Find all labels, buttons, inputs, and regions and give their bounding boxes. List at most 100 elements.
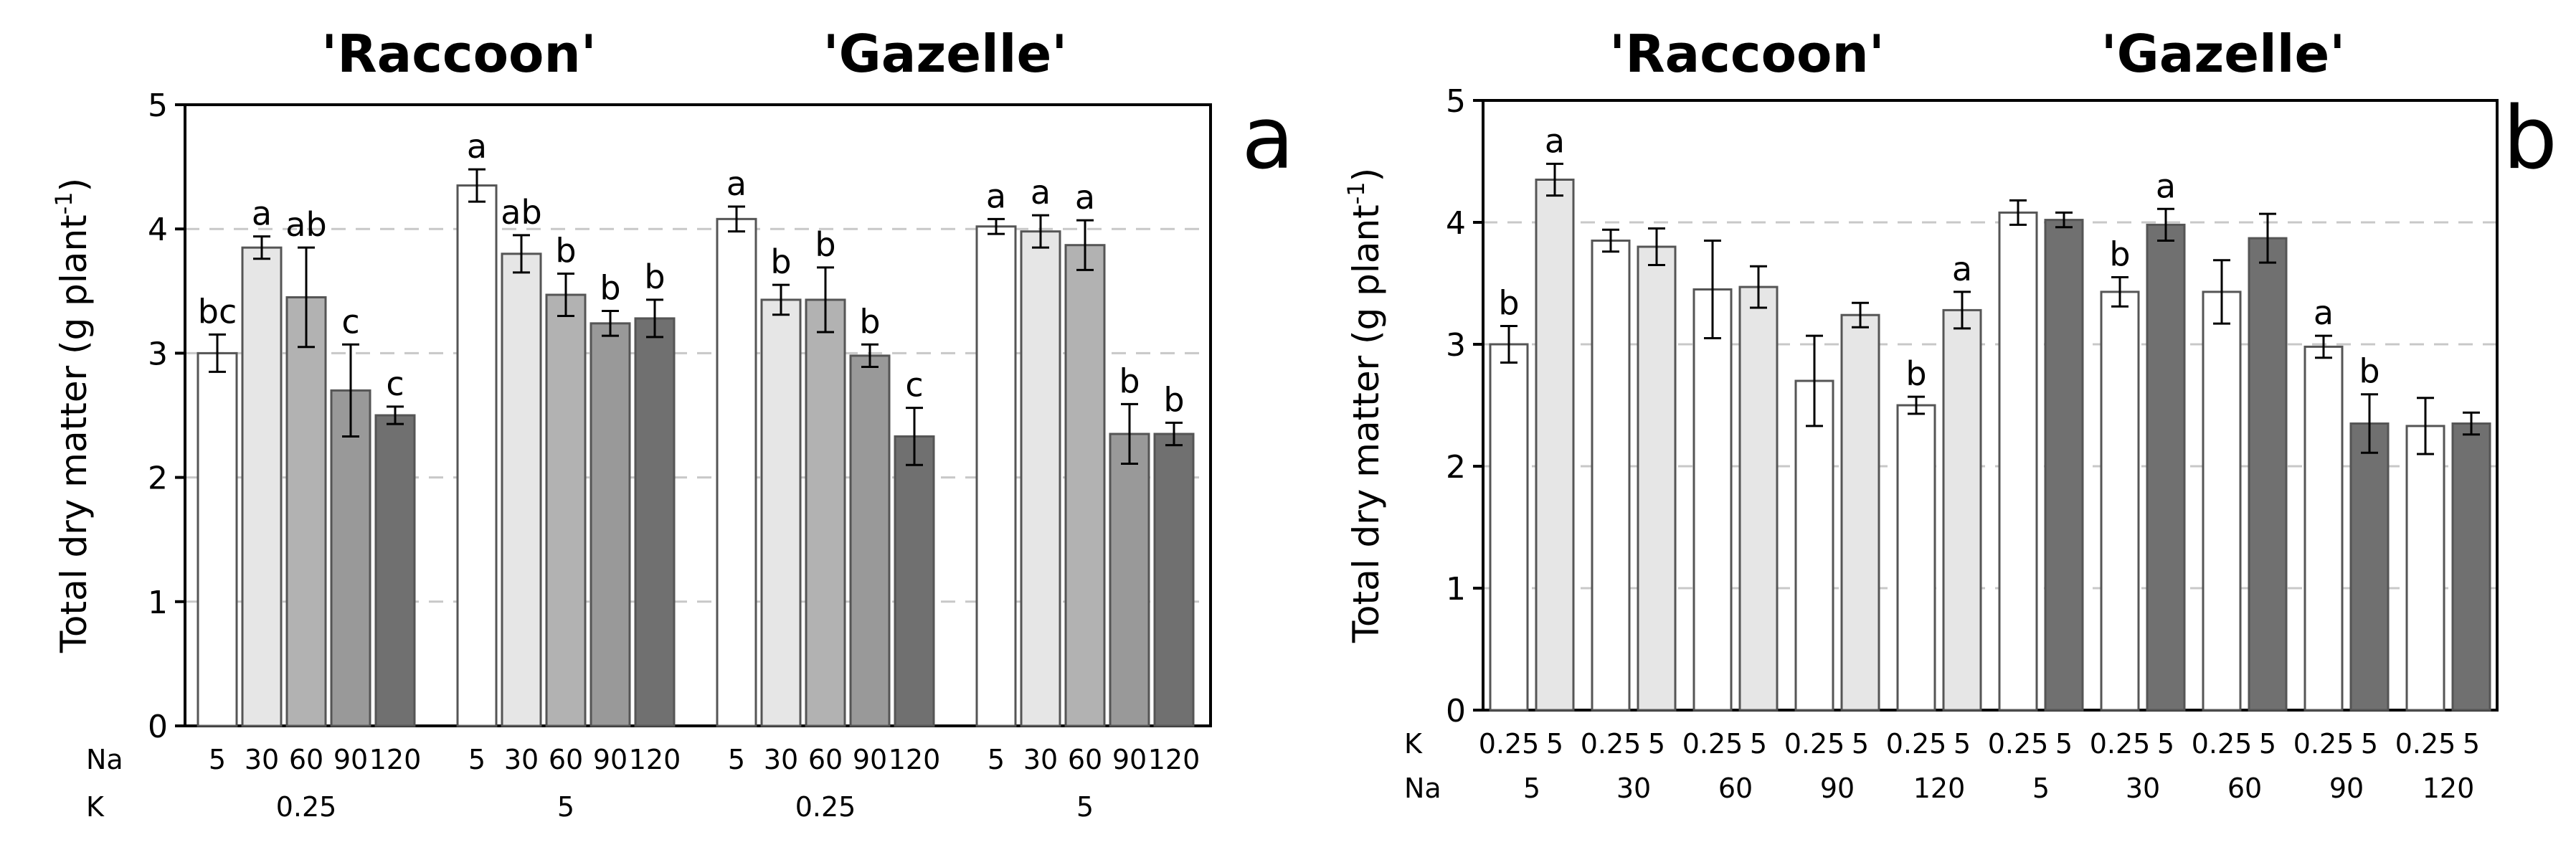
panel-b-group3-k0.25-bar: [1692, 288, 1733, 712]
panel-a-na-label: 60: [1068, 744, 1102, 775]
panel-b-k-label: 5: [2157, 728, 2174, 760]
panel-b-group5-k5-bar: [1942, 308, 1982, 712]
panel-a-y-axis-label: Total dry matter (g plant-1): [50, 178, 95, 653]
panel-a-na-label: 30: [504, 744, 539, 775]
panel-b-group9-k0.25-significance-letter: a: [2314, 293, 2334, 332]
panel-b-group1-k5-significance-letter: a: [1545, 121, 1565, 160]
panel-b-plot-frame: [1482, 99, 2499, 712]
panel-b-k-label: 0.25: [1581, 728, 1642, 760]
panel-a-group4-na5-bar: [975, 225, 1017, 727]
panel-a-row-label-na: Na: [86, 744, 123, 775]
panel-a-ytick-label: 4: [148, 212, 168, 248]
panel-a-na-label: 120: [629, 744, 681, 775]
panel-b-na-label: 60: [1718, 773, 1753, 804]
panel-a-na-label: 90: [1112, 744, 1147, 775]
panel-a-group4-na90-bar: [1109, 433, 1150, 727]
panel-b-row-label-na: Na: [1404, 773, 1441, 804]
panel-a-group4-na120-bar: [1153, 433, 1195, 727]
panel-b-row-label-k: K: [1404, 728, 1423, 760]
panel-b-k-label: 5: [1750, 728, 1767, 760]
panel-a-group2-na5-bar: [456, 184, 498, 727]
panel-b-k-label: 5: [2463, 728, 2480, 760]
panel-a-group4-na60-significance-letter: a: [1075, 178, 1095, 217]
panel-a-group4-na5-significance-letter: a: [986, 176, 1006, 215]
panel-a-na-label: 5: [468, 744, 486, 775]
panel-a-na-label: 120: [889, 744, 941, 775]
panel-a-group4-na30-bar: [1020, 230, 1061, 727]
panel-a-na-label: 5: [988, 744, 1005, 775]
panel-a-group1-na5-bar: [196, 351, 238, 727]
panel-b-group4-k0.25-bar: [1794, 379, 1834, 712]
panel-b-ytick-label: 4: [1446, 205, 1466, 242]
panel-a-na-label: 30: [1023, 744, 1058, 775]
panel-b-group7-k5-significance-letter: a: [2156, 166, 2176, 205]
panel-b-k-label: 5: [1954, 728, 1971, 760]
panel-a-na-label: 90: [853, 744, 887, 775]
panel-b-group10-k0.25-bar: [2405, 425, 2445, 712]
panel-b-group6-k0.25-bar: [1998, 211, 2038, 712]
panel-a-na-label: 120: [369, 744, 422, 775]
panel-a-group2-na60-bar: [545, 293, 587, 727]
panel-a-chart: 0 1 2 3 4 5 Total dry matter (g plant-1) 'Racco…: [50, 24, 1294, 823]
panel-a-group1-na5-significance-letter: bc: [198, 292, 237, 331]
panel-a-group2-na60-significance-letter: b: [555, 232, 576, 270]
panel-a-ytick-label: 3: [148, 336, 168, 372]
panel-b-group9-k5-significance-letter: b: [2359, 352, 2380, 391]
panel-a-group3-na30-significance-letter: b: [770, 242, 791, 281]
panel-b-k-label: 0.25: [2395, 728, 2456, 760]
panel-b-k-label: 0.25: [1479, 728, 1540, 760]
panel-b-ytick-label: 0: [1446, 693, 1466, 729]
panel-b-na-label: 120: [2423, 773, 2475, 804]
panel-a-group2-na90-bar: [589, 322, 631, 727]
panel-a-na-label: 60: [549, 744, 583, 775]
panel-a-title-raccoon: 'Raccoon': [321, 24, 597, 84]
panel-b-group4-k5-bar: [1840, 313, 1880, 712]
panel-b-na-label: 30: [1616, 773, 1651, 804]
panel-a-group2-na30-bar: [501, 252, 542, 727]
panel-a-group1-na120-bar: [374, 414, 416, 727]
panel-b-na-label: 5: [2032, 773, 2050, 804]
panel-b-k-label: 5: [2361, 728, 2378, 760]
panel-a-group2-na90-significance-letter: b: [600, 269, 620, 308]
panel-b-na-label: 90: [2329, 773, 2364, 804]
panel-a-na-label: 5: [728, 744, 745, 775]
panel-a-group1-na60-significance-letter: ab: [285, 205, 326, 244]
panel-a-k-label: 0.25: [276, 791, 337, 823]
panel-a-na-label: 30: [245, 744, 279, 775]
panel-b-group8-k5-bar: [2248, 237, 2288, 712]
panel-a-group2-na120-bar: [634, 317, 676, 727]
panel-b-k-label: 5: [1546, 728, 1563, 760]
panel-a-group1-na30-significance-letter: a: [252, 194, 272, 233]
panel-b-k-label: 0.25: [2293, 728, 2354, 760]
panel-b-k-label: 5: [1648, 728, 1665, 760]
panel-a-ytick-label: 5: [148, 88, 168, 124]
panel-b-panel-letter: b: [2503, 89, 2557, 189]
panel-a-group4-na120-significance-letter: b: [1163, 380, 1184, 419]
panel-a-group3-na5-significance-letter: a: [726, 164, 747, 203]
panel-a-group1-na60-bar: [285, 296, 327, 727]
panel-a-k-label: 0.25: [795, 791, 856, 823]
panel-a-group3-na120-significance-letter: c: [905, 366, 923, 405]
panel-a-na-label: 60: [289, 744, 323, 775]
panel-b-group2-k5-bar: [1637, 245, 1677, 712]
panel-b-k-label: 0.25: [1784, 728, 1845, 760]
panel-a-na-label: 5: [209, 744, 226, 775]
panel-a-group4-na60-bar: [1064, 244, 1106, 727]
panel-a-ytick-label: 0: [148, 709, 168, 745]
panel-a-panel-letter: a: [1241, 89, 1294, 189]
panel-a-plot-frame: [184, 103, 1212, 727]
panel-a-group1-na90-bar: [330, 389, 371, 727]
panel-a-group3-na5-bar: [716, 217, 757, 727]
panel-b-ytick-label: 1: [1446, 571, 1466, 608]
panel-b-group10-k5-bar: [2451, 422, 2491, 712]
panel-b-group5-k0.25-bar: [1896, 404, 1936, 712]
panel-a-row-label-k: K: [86, 791, 105, 823]
panel-a-group3-na90-bar: [849, 354, 891, 727]
panel-a-na-label: 30: [764, 744, 798, 775]
panel-a-group3-na60-bar: [805, 298, 846, 727]
panel-b-y-axis-label: Total dry matter (g plant-1): [1343, 168, 1387, 643]
panel-a-group1-na30-bar: [241, 246, 283, 727]
panel-b-ytick-label: 2: [1446, 449, 1466, 486]
panel-a-group2-na120-significance-letter: b: [644, 258, 665, 296]
